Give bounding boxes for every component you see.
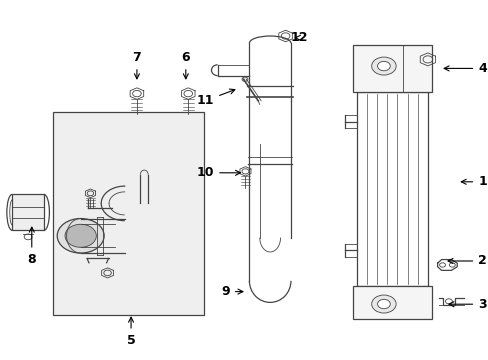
Bar <box>356 92 427 286</box>
Text: 11: 11 <box>196 89 234 107</box>
Circle shape <box>57 219 104 253</box>
Bar <box>352 286 431 319</box>
Text: 6: 6 <box>181 51 190 79</box>
Text: 10: 10 <box>196 166 240 179</box>
Circle shape <box>371 295 395 313</box>
Circle shape <box>371 57 395 75</box>
Circle shape <box>242 77 247 81</box>
Circle shape <box>377 61 389 71</box>
Text: 3: 3 <box>448 298 486 311</box>
Text: 8: 8 <box>27 227 36 266</box>
Text: 5: 5 <box>126 317 135 347</box>
Bar <box>12 194 44 230</box>
Text: 9: 9 <box>221 285 243 298</box>
Bar <box>53 112 204 315</box>
Text: 7: 7 <box>132 51 141 79</box>
Text: 1: 1 <box>460 175 486 188</box>
Circle shape <box>65 224 96 247</box>
Text: 12: 12 <box>290 31 307 44</box>
Text: 2: 2 <box>447 255 486 267</box>
Circle shape <box>377 299 389 309</box>
Bar <box>352 45 431 92</box>
Text: 4: 4 <box>443 62 486 75</box>
